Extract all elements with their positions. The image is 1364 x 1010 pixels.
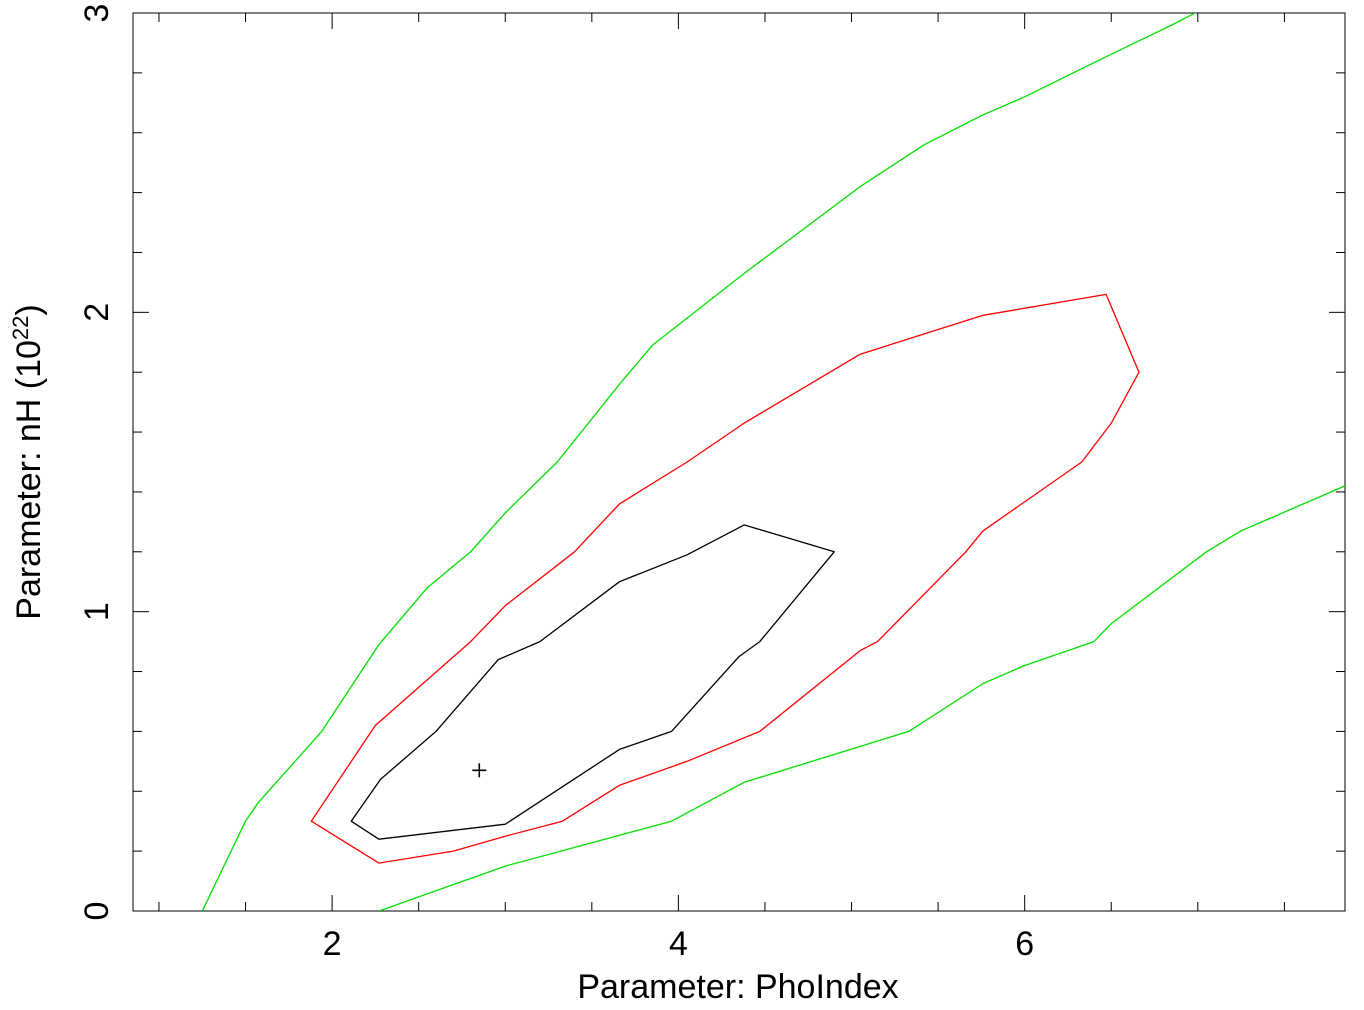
best-fit-marker-group (472, 763, 487, 778)
x-tick-label: 4 (669, 925, 688, 963)
plot-border (132, 12, 1346, 912)
x-tick-label: 2 (323, 925, 342, 963)
contour-line-3 (201, 13, 1197, 911)
contour-line-1 (350, 524, 835, 840)
y-tick-label: 3 (78, 4, 116, 23)
x-axis-label: Parameter: PhoIndex (577, 968, 898, 1006)
y-axis-label-close: ) (10, 304, 48, 315)
contour-lines (201, 13, 1345, 911)
x-tick-label: 6 (1015, 925, 1034, 963)
y-axis-label-superscript: 22 (8, 316, 33, 340)
y-axis-label-main: Parameter: nH (10 (10, 340, 48, 620)
contour-line-2 (310, 293, 1140, 864)
y-axis-ticks: 0 1 2 3 (78, 4, 1345, 921)
y-axis-label: Parameter: nH (1022) (8, 304, 48, 619)
y-tick-label: 0 (78, 902, 116, 921)
y-tick-label: 1 (78, 602, 116, 621)
plot-frame (132, 12, 1346, 912)
y-tick-label: 2 (78, 303, 116, 322)
x-axis-ticks: 2 4 6 (158, 13, 1285, 963)
contour-line-4 (378, 485, 1345, 911)
